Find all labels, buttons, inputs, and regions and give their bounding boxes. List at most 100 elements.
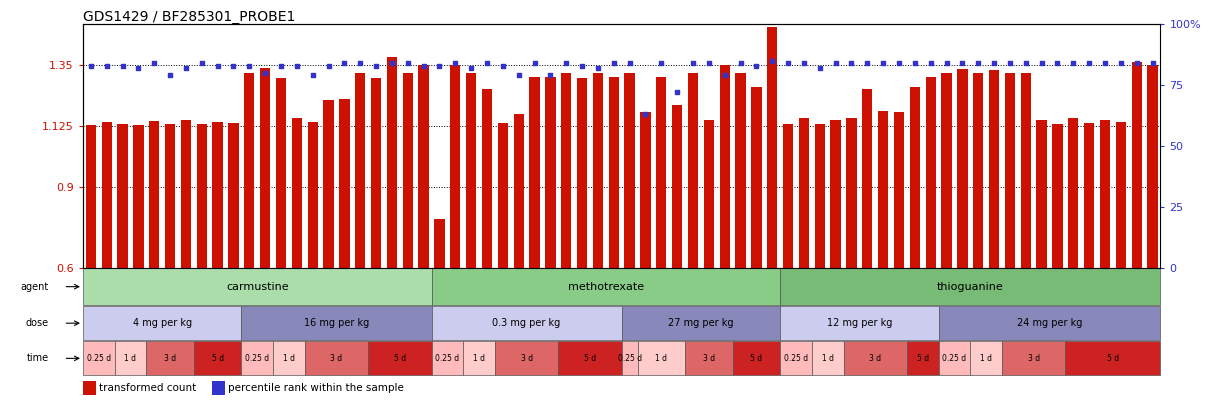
Bar	[767, 27, 778, 268]
Bar	[878, 111, 889, 268]
Bar	[463, 341, 495, 375]
Point	[1112, 60, 1131, 66]
Point	[177, 65, 196, 71]
Bar	[180, 120, 191, 268]
Text: GDS1429 / BF285301_PROBE1: GDS1429 / BF285301_PROBE1	[83, 10, 295, 24]
Bar	[957, 69, 968, 268]
Bar	[1065, 341, 1160, 375]
Text: dose: dose	[26, 318, 49, 328]
Bar	[812, 341, 844, 375]
Bar	[241, 341, 273, 375]
Point	[858, 60, 878, 66]
Bar	[339, 99, 350, 268]
Point	[492, 62, 513, 69]
Bar	[638, 341, 685, 375]
Point	[1000, 60, 1019, 66]
Bar	[529, 77, 540, 268]
Bar	[434, 219, 445, 268]
Bar	[418, 65, 429, 268]
Point	[302, 72, 322, 79]
Bar	[909, 87, 920, 268]
Bar	[101, 122, 112, 268]
Point	[684, 60, 703, 66]
Text: 3 d: 3 d	[1028, 354, 1040, 363]
Point	[207, 62, 228, 69]
Point	[890, 60, 909, 66]
Bar	[1084, 123, 1095, 268]
Bar	[241, 306, 432, 340]
Text: 16 mg per kg: 16 mg per kg	[304, 318, 369, 328]
Bar	[703, 120, 714, 268]
Bar	[780, 341, 812, 375]
Point	[969, 60, 989, 66]
Bar	[386, 57, 397, 268]
Bar	[368, 341, 432, 375]
Bar	[640, 112, 651, 268]
Bar	[83, 382, 96, 395]
Text: methotrexate: methotrexate	[568, 281, 644, 292]
Bar	[577, 79, 588, 268]
Text: 1 d: 1 d	[822, 354, 834, 363]
Bar	[844, 341, 907, 375]
Bar	[783, 124, 794, 268]
Bar	[402, 73, 413, 268]
Bar	[798, 117, 809, 268]
Bar	[608, 77, 619, 268]
Text: 1 d: 1 d	[124, 354, 137, 363]
Point	[461, 65, 480, 71]
Bar	[733, 341, 780, 375]
Bar	[1131, 62, 1142, 268]
Point	[779, 60, 798, 66]
Bar	[432, 341, 463, 375]
Bar	[275, 79, 286, 268]
Text: 1 d: 1 d	[980, 354, 992, 363]
Text: carmustine: carmustine	[226, 281, 289, 292]
Text: 24 mg per kg: 24 mg per kg	[1017, 318, 1082, 328]
Point	[841, 60, 861, 66]
Point	[367, 62, 386, 69]
Bar	[371, 79, 382, 268]
Bar	[212, 122, 223, 268]
Point	[556, 60, 577, 66]
Text: 5 d: 5 d	[1107, 354, 1119, 363]
Point	[478, 60, 497, 66]
Bar	[846, 117, 857, 268]
Point	[922, 60, 941, 66]
Point	[746, 62, 767, 69]
Bar	[83, 306, 241, 340]
Point	[351, 60, 371, 66]
Point	[588, 65, 607, 71]
Bar	[85, 125, 96, 268]
Text: 5 d: 5 d	[394, 354, 406, 363]
Point	[288, 62, 307, 69]
Bar	[83, 341, 115, 375]
Point	[651, 60, 670, 66]
Text: 0.25 d: 0.25 d	[784, 354, 808, 363]
Point	[731, 60, 751, 66]
Point	[510, 72, 529, 79]
Point	[1063, 60, 1084, 66]
Point	[1096, 60, 1115, 66]
Bar	[432, 269, 780, 305]
Bar	[719, 65, 730, 268]
Point	[636, 111, 656, 117]
Bar	[672, 105, 683, 268]
Bar	[323, 100, 334, 268]
Text: transformed count: transformed count	[99, 383, 196, 393]
Point	[904, 60, 925, 66]
Bar	[624, 73, 635, 268]
Point	[1126, 60, 1146, 66]
Point	[334, 60, 355, 66]
Text: 5 d: 5 d	[917, 354, 929, 363]
Bar	[355, 73, 366, 268]
Bar	[751, 87, 762, 268]
Bar	[466, 73, 477, 268]
Point	[937, 60, 957, 66]
Bar	[482, 89, 492, 268]
Point	[239, 62, 260, 69]
Point	[714, 72, 734, 79]
Bar	[688, 73, 698, 268]
Point	[80, 62, 101, 69]
Bar	[780, 269, 1160, 305]
Point	[620, 60, 640, 66]
